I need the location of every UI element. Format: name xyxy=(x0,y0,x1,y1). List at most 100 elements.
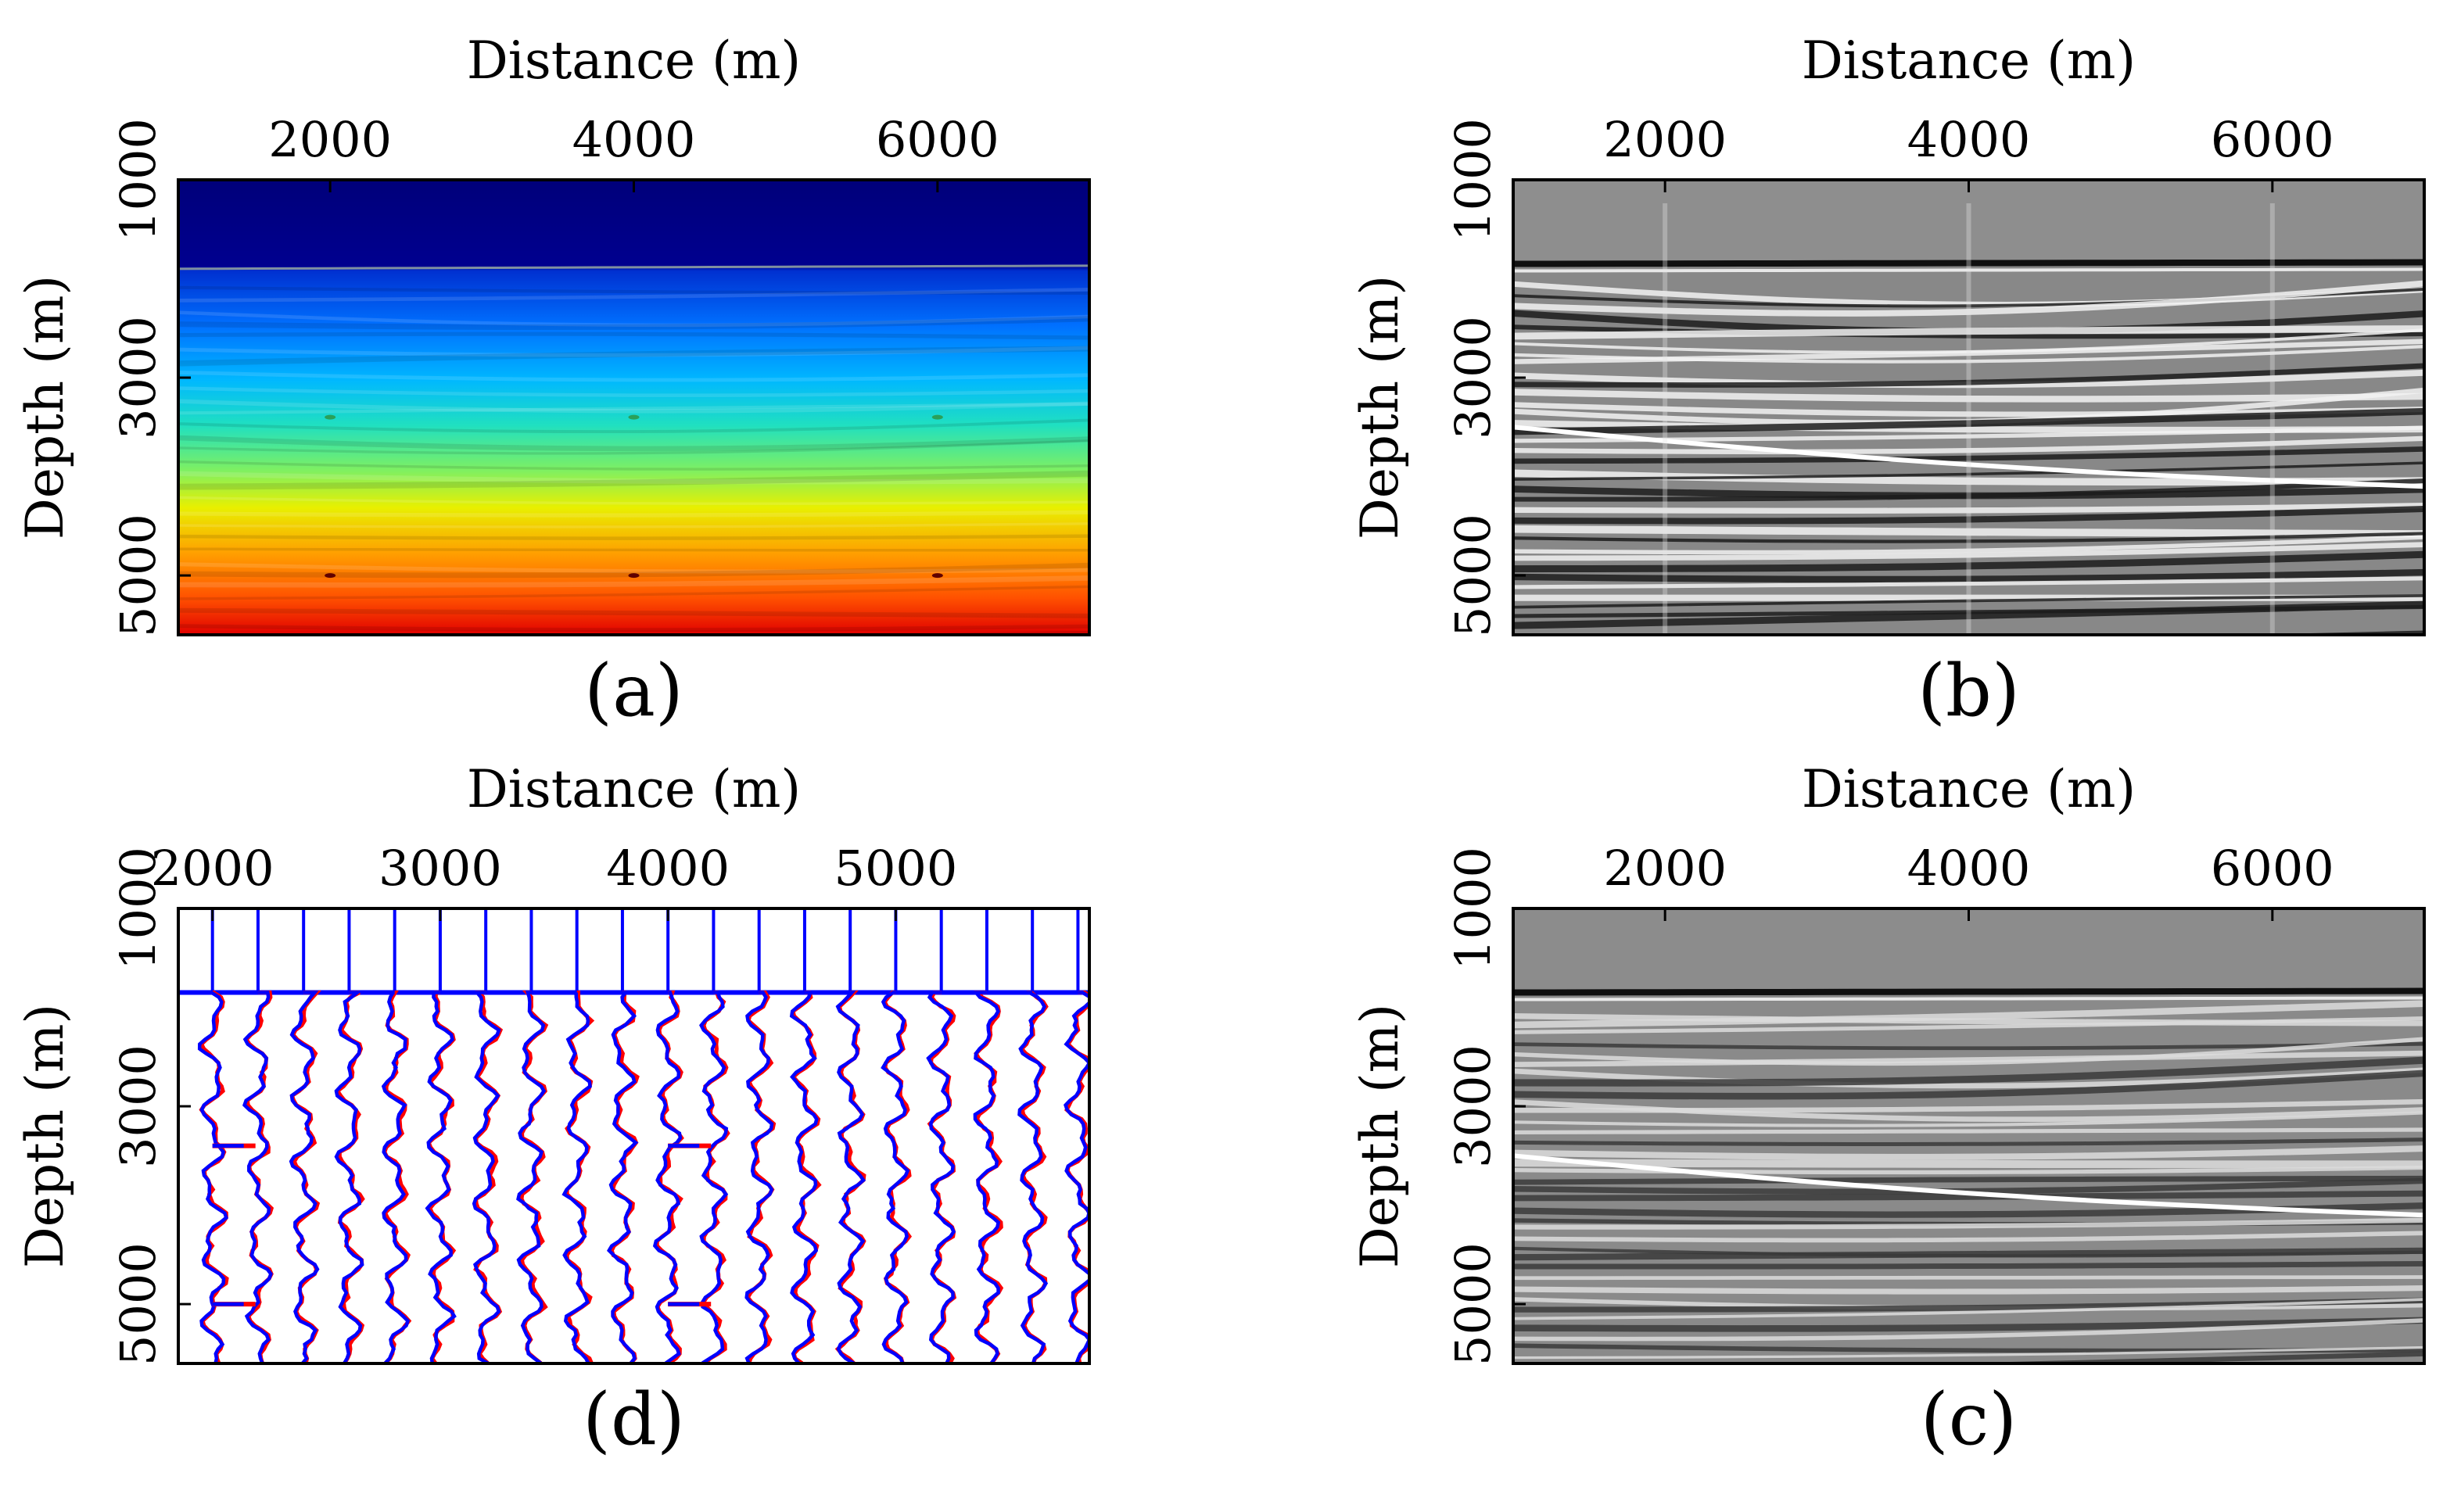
velocity-layer xyxy=(178,285,1089,295)
x-tick-label: 4000 xyxy=(1907,840,2031,897)
x-tick-label: 2000 xyxy=(151,840,274,897)
reflector xyxy=(1513,1285,2424,1295)
reflector xyxy=(1513,503,2424,514)
reflector xyxy=(1513,1067,2424,1089)
x-tick-label: 6000 xyxy=(876,111,999,168)
x-tick-label: 6000 xyxy=(2211,840,2334,897)
reflector xyxy=(1513,478,2424,502)
strong-reflector xyxy=(1513,425,2424,489)
reflector xyxy=(1513,1050,2424,1067)
trace-blue xyxy=(699,991,729,1363)
water-bottom-line xyxy=(178,264,1089,271)
reflector xyxy=(1513,1175,2424,1185)
panel-b: Distance (m) 2000 4000 6000 Depth (m) 1000 300… xyxy=(1350,30,2426,733)
well-marker xyxy=(325,573,336,579)
trace-blue xyxy=(744,991,774,1363)
well-marker xyxy=(931,573,943,579)
trace-blue xyxy=(652,991,683,1363)
panel-a: Distance (m) 2000 4000 6000 Depth (m) 1000 300… xyxy=(15,30,1091,733)
y-tick-label: 5000 xyxy=(1444,514,1501,637)
velocity-layer xyxy=(178,310,1089,328)
velocity-layer xyxy=(178,331,1089,340)
water-bottom-reflector xyxy=(1513,259,2424,267)
reflector xyxy=(1513,1190,2424,1202)
trace-blue xyxy=(425,991,457,1363)
water-layer xyxy=(1513,908,2424,993)
reflector xyxy=(1513,407,2424,435)
reflector xyxy=(1513,1318,2424,1342)
panel-label: (b) xyxy=(1917,649,2020,733)
reflector xyxy=(1513,1016,2424,1034)
velocity-layer xyxy=(178,562,1089,574)
trace-blue xyxy=(381,991,411,1363)
reflector xyxy=(1513,402,2424,417)
reflector xyxy=(1513,461,2424,481)
velocity-layer xyxy=(178,470,1089,490)
panel-b-layers xyxy=(1513,180,2424,635)
reflector xyxy=(1513,1260,2424,1270)
reflector xyxy=(1513,1145,2424,1160)
velocity-layer xyxy=(178,346,1089,367)
reflector xyxy=(1513,1000,2424,1029)
water-bottom-reflector xyxy=(1513,987,2424,996)
panel-d-axes: Distance (m) 2000 3000 4000 5000 Depth (m) 100… xyxy=(15,759,957,1461)
x-tick-label: 4000 xyxy=(606,840,730,897)
trace-blue xyxy=(516,991,547,1363)
y-axis-label: Depth (m) xyxy=(1350,1004,1410,1268)
velocity-layer xyxy=(178,386,1089,397)
velocity-layer xyxy=(178,547,1089,552)
y-axis-label: Depth (m) xyxy=(15,275,75,539)
trace-blue xyxy=(197,991,228,1363)
trace-blue xyxy=(926,991,956,1363)
reflector xyxy=(1513,1098,2424,1113)
x-axis-label: Distance (m) xyxy=(1802,30,2136,91)
y-tick-label: 1000 xyxy=(1444,847,1501,970)
panel-label: (d) xyxy=(583,1378,685,1461)
reflector xyxy=(1513,1298,2424,1320)
reflector xyxy=(1513,1275,2424,1281)
reflector xyxy=(1513,389,2424,403)
x-axis-label: Distance (m) xyxy=(467,30,801,91)
well-marker xyxy=(628,573,640,579)
trace-blue xyxy=(972,991,1001,1363)
velocity-layer xyxy=(178,316,1089,331)
y-tick-label: 5000 xyxy=(109,514,167,637)
y-axis-label: Depth (m) xyxy=(15,1004,75,1268)
strong-reflector xyxy=(1513,1153,2424,1218)
reflector xyxy=(1513,446,2424,464)
velocity-layer xyxy=(178,624,1089,632)
panel-c-axes: Distance (m) 2000 4000 6000 Depth (m) 1000 300… xyxy=(1350,759,2334,1461)
reflector xyxy=(1513,1231,2424,1243)
reflector xyxy=(1513,435,2424,455)
trace-blue xyxy=(1017,991,1049,1363)
water-bottom-reflector xyxy=(1513,996,2424,1001)
x-tick-label: 4000 xyxy=(572,111,696,168)
panel-c-layers xyxy=(1513,908,2424,1363)
x-tick-label: 5000 xyxy=(834,840,958,897)
reflector xyxy=(1513,1247,2424,1261)
velocity-layer xyxy=(178,370,1089,382)
trace-blue xyxy=(561,991,592,1363)
y-tick-label: 3000 xyxy=(109,316,167,439)
y-tick-label: 5000 xyxy=(1444,1242,1501,1366)
reflector xyxy=(1513,280,2424,317)
reflector xyxy=(1945,1351,2424,1363)
reflector xyxy=(1513,568,2424,583)
reflector xyxy=(1513,1070,2424,1100)
x-axis-label: Distance (m) xyxy=(467,759,801,819)
water-layer xyxy=(1513,180,2424,264)
trace-blue xyxy=(835,991,866,1363)
y-tick-label: 1000 xyxy=(1444,118,1501,242)
reflector xyxy=(1513,1345,2424,1360)
reflector xyxy=(1513,532,2424,543)
y-tick-label: 3000 xyxy=(1444,1044,1501,1168)
reflector xyxy=(1513,1056,2424,1087)
reflector xyxy=(1513,1317,2424,1332)
trace-blue xyxy=(881,991,910,1363)
y-tick-label: 5000 xyxy=(109,1242,167,1366)
trace-blue xyxy=(289,991,320,1363)
reflector xyxy=(1513,535,2424,555)
panel-d: Distance (m) 2000 3000 4000 5000 Depth (m) 100… xyxy=(15,759,1091,1461)
panel-a-axes: Distance (m) 2000 4000 6000 Depth (m) 1000 300… xyxy=(15,30,999,733)
x-tick-label: 4000 xyxy=(1907,111,2031,168)
